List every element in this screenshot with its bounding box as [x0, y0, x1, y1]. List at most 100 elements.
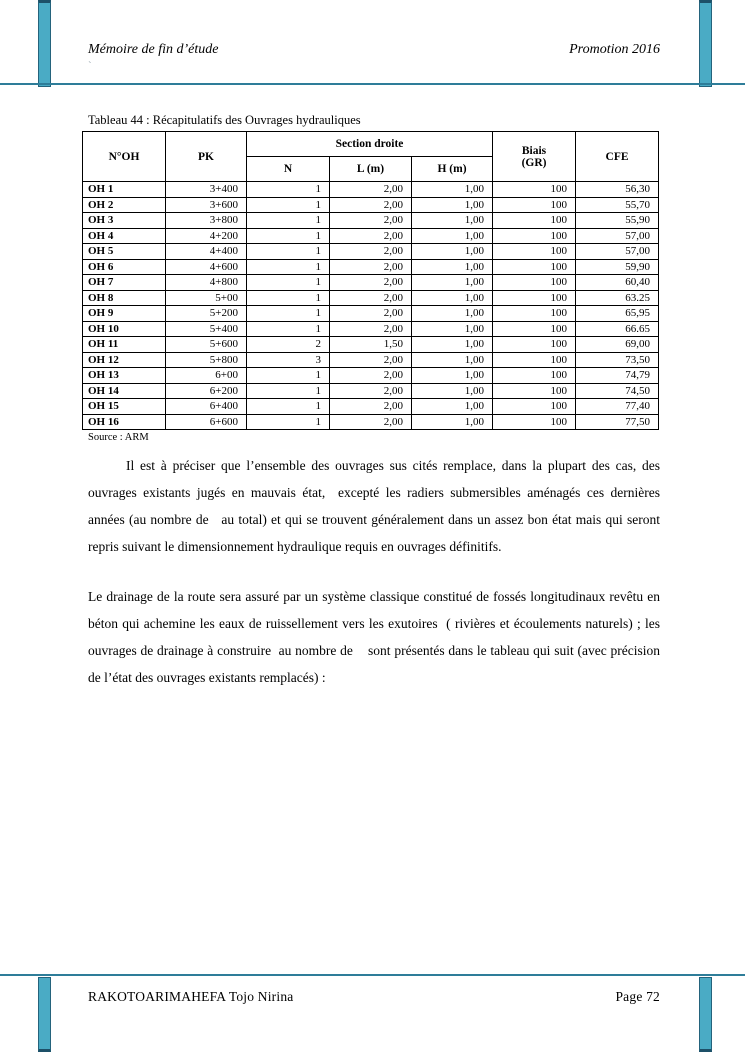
row-cell: 1,00 [410, 196, 494, 213]
row-cell: 66.65 [575, 320, 660, 337]
row-cell: 2,00 [329, 351, 412, 368]
row-cell: 1,00 [410, 367, 494, 384]
row-cell: 100 [492, 413, 577, 430]
row-oh-label: OH 4 [82, 227, 166, 244]
row-cell: 2,00 [329, 243, 412, 260]
page-footer: RAKOTOARIMAHEFA Tojo Nirina Page 72 [88, 989, 660, 1005]
table-row: OH 2 3+600 1 2,00 1,00 100 55,70 [82, 196, 660, 213]
row-cell: 77,40 [575, 398, 660, 415]
col-header-h: H (m) [410, 156, 494, 182]
left-top-accent-bar [38, 0, 51, 87]
col-header-section-droite: Section droite [245, 131, 494, 157]
row-cell: 100 [492, 351, 577, 368]
row-cell: 2,00 [329, 181, 412, 198]
right-top-accent-bar [699, 0, 712, 87]
row-cell: 1,00 [410, 181, 494, 198]
row-oh-label: OH 13 [82, 367, 166, 384]
row-cell: 1,00 [410, 305, 494, 322]
row-cell: 100 [492, 274, 577, 291]
row-cell: 2,00 [329, 196, 412, 213]
row-cell: 2,00 [329, 305, 412, 322]
row-cell: 55,90 [575, 212, 660, 229]
table-body: OH 1 3+400 1 2,00 1,00 100 56,30 OH 2 3+600 1 2,00… [82, 181, 660, 430]
row-cell: 1 [246, 382, 330, 399]
row-cell: 6+400 [165, 398, 247, 415]
row-cell: 2,00 [329, 227, 412, 244]
table-row: OH 6 4+600 1 2,00 1,00 100 59,90 [82, 258, 660, 275]
col-header-biais: Biais (GR) [492, 131, 577, 182]
row-oh-label: OH 8 [82, 289, 166, 306]
row-cell: 2,00 [329, 398, 412, 415]
table-row: OH 8 5+00 1 2,00 1,00 100 63.25 [82, 289, 660, 306]
row-cell: 4+800 [165, 274, 247, 291]
row-cell: 1 [246, 258, 330, 275]
paragraph-2: Le drainage de la route sera assuré par … [88, 589, 660, 685]
row-oh-label: OH 3 [82, 212, 166, 229]
row-cell: 100 [492, 305, 577, 322]
row-cell: 1,00 [410, 413, 494, 430]
col-header-n: N [246, 156, 330, 182]
page-header: Mémoire de fin d’étude Promotion 2016 [88, 42, 660, 58]
row-cell: 74,79 [575, 367, 660, 384]
row-cell: 2,00 [329, 382, 412, 399]
row-cell: 1,00 [410, 336, 494, 353]
table-row: OH 5 4+400 1 2,00 1,00 100 57,00 [82, 243, 660, 260]
footer-page-number: Page 72 [615, 989, 660, 1004]
row-cell: 100 [492, 181, 577, 198]
table-row: OH 7 4+800 1 2,00 1,00 100 60,40 [82, 274, 660, 291]
row-cell: 2,00 [329, 320, 412, 337]
row-cell: 1,00 [410, 289, 494, 306]
row-oh-label: OH 7 [82, 274, 166, 291]
row-cell: 3+800 [165, 212, 247, 229]
row-cell: 74,50 [575, 382, 660, 399]
row-cell: 100 [492, 258, 577, 275]
row-cell: 4+400 [165, 243, 247, 260]
header-left-text: Mémoire de fin d’étude [88, 42, 219, 57]
row-cell: 60,40 [575, 274, 660, 291]
row-cell: 1,00 [410, 243, 494, 260]
row-cell: 3 [246, 351, 330, 368]
paragraph-1: Il est à préciser que l’ensemble des ouv… [88, 458, 660, 554]
row-cell: 1 [246, 274, 330, 291]
row-cell: 100 [492, 336, 577, 353]
row-oh-label: OH 14 [82, 382, 166, 399]
row-cell: 1 [246, 289, 330, 306]
row-cell: 69,00 [575, 336, 660, 353]
row-cell: 1 [246, 243, 330, 260]
row-cell: 1,00 [410, 212, 494, 229]
stray-mark: ` [88, 60, 92, 72]
table-row: OH 1 3+400 1 2,00 1,00 100 56,30 [82, 181, 660, 198]
row-cell: 2,00 [329, 289, 412, 306]
row-cell: 57,00 [575, 227, 660, 244]
header-right-text: Promotion 2016 [569, 42, 660, 57]
row-cell: 2 [246, 336, 330, 353]
row-cell: 2,00 [329, 367, 412, 384]
row-cell: 1 [246, 320, 330, 337]
table-caption: Tableau 44 : Récapitulatifs des Ouvrages… [88, 113, 361, 127]
row-cell: 2,00 [329, 413, 412, 430]
row-cell: 1 [246, 398, 330, 415]
row-cell: 3+400 [165, 181, 247, 198]
table-source-note: Source : ARM [88, 432, 149, 443]
col-header-l: L (m) [329, 156, 412, 182]
row-cell: 3+600 [165, 196, 247, 213]
row-cell: 100 [492, 382, 577, 399]
footer-author: RAKOTOARIMAHEFA Tojo Nirina [88, 989, 294, 1004]
row-cell: 1,00 [410, 320, 494, 337]
col-header-noh: N°OH [82, 131, 166, 182]
row-cell: 6+00 [165, 367, 247, 384]
row-cell: 59,90 [575, 258, 660, 275]
col-header-biais-line2: (GR) [521, 156, 547, 169]
row-cell: 4+600 [165, 258, 247, 275]
row-cell: 56,30 [575, 181, 660, 198]
row-oh-label: OH 11 [82, 336, 166, 353]
row-oh-label: OH 5 [82, 243, 166, 260]
row-cell: 1 [246, 413, 330, 430]
row-cell: 1 [246, 196, 330, 213]
row-cell: 100 [492, 227, 577, 244]
body-text: Il est à préciser que l’ensemble des ouv… [88, 452, 660, 691]
row-cell: 4+200 [165, 227, 247, 244]
row-cell: 1 [246, 227, 330, 244]
row-cell: 1 [246, 181, 330, 198]
table-row: OH 15 6+400 1 2,00 1,00 100 77,40 [82, 398, 660, 415]
